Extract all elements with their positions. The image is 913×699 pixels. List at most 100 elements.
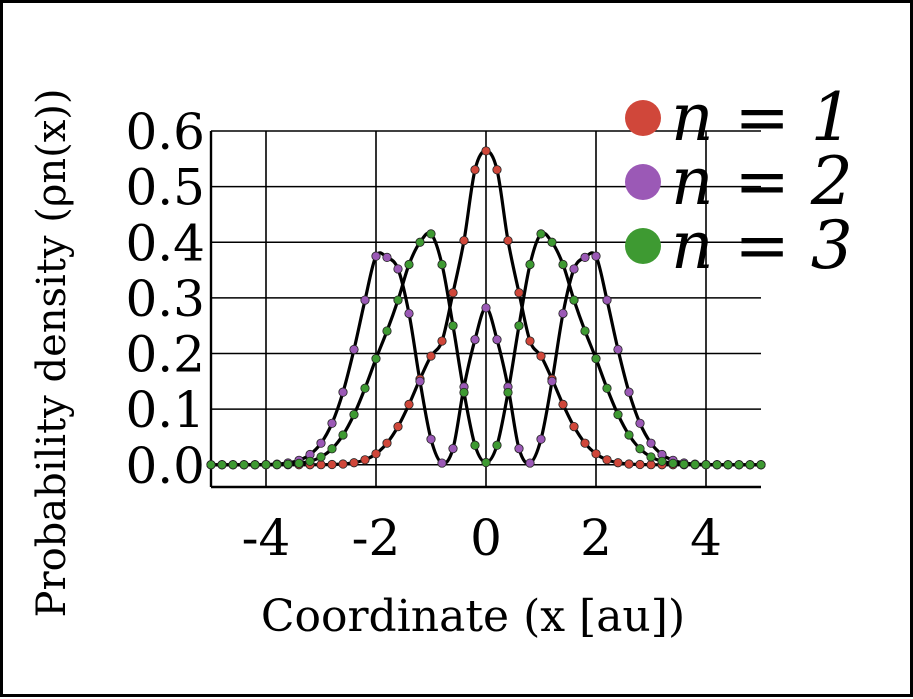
data-point [470,334,480,345]
data-point [635,418,645,428]
y-tick-label: 0.4 [125,214,205,272]
data-point [294,458,304,468]
data-point [239,460,249,470]
legend-label: n = 1 [671,79,853,156]
data-point [261,460,271,470]
data-point [690,459,700,470]
data-point [613,344,623,355]
legend: n = 1n = 2n = 3 [625,79,853,284]
data-point [382,438,392,448]
data-point [338,387,348,397]
data-point [448,288,458,298]
y-tick-label: 0.3 [125,270,205,328]
data-point [624,430,634,440]
data-point [591,449,601,459]
data-point [525,336,535,346]
data-point [547,237,557,247]
data-point [701,460,711,470]
data-point [646,460,656,470]
series-points [206,146,766,470]
data-point [569,295,579,305]
data-point [470,440,480,450]
data-point [624,387,634,397]
data-point [360,455,370,465]
data-point [569,421,579,432]
data-point [382,252,392,262]
data-point [525,458,535,468]
data-point [591,354,601,364]
data-point [459,235,469,246]
data-point [349,458,359,468]
data-point [327,418,337,428]
data-point [635,459,645,470]
data-point [327,459,337,470]
y-tick-label: 0.0 [125,437,205,495]
data-point [536,351,546,361]
legend-marker [625,228,661,264]
data-point [635,444,645,454]
data-point [250,460,260,470]
data-point [393,421,403,432]
data-point [349,344,359,355]
data-point [679,459,689,469]
data-point [305,456,315,466]
data-point [657,456,667,466]
data-point [448,444,458,454]
data-point [338,459,348,469]
tick-labels: -4 -2 0 2 4 0.00.10.20.30.40.50.6 [125,103,721,567]
data-point [602,383,612,393]
data-point [558,399,568,409]
data-point [756,460,766,470]
data-point [492,334,502,345]
data-point [360,295,370,305]
data-point [316,460,326,470]
data-point [624,459,634,469]
data-point [437,259,447,270]
data-point [327,444,337,454]
data-point [415,237,425,247]
data-point [448,321,458,331]
data-point [514,321,524,331]
data-point [371,449,381,459]
data-point [360,383,370,393]
axes [209,131,761,489]
data-point [492,165,502,175]
data-point [514,444,524,454]
x-axis-label: Coordinate (x [au]) [261,591,685,642]
data-point [558,259,568,270]
data-point [338,430,348,440]
data-point [316,452,326,462]
x-tick-label: -2 [352,509,401,567]
data-point [492,440,502,450]
data-point [437,336,447,346]
y-tick-label: 0.1 [125,381,205,439]
data-point [470,165,480,175]
data-point [646,452,656,462]
x-tick-label: -4 [242,509,291,567]
data-point [723,460,733,470]
data-point [272,459,282,470]
legend-label: n = 3 [671,207,853,284]
x-tick-label: 4 [690,509,722,567]
data-point [481,457,491,468]
data-point [591,251,601,261]
data-point [206,460,216,470]
y-axis-label: Probability density (ρn(x)) [29,89,75,618]
legend-marker [625,164,661,200]
y-tick-label: 0.2 [125,326,205,384]
data-point [646,438,656,448]
data-point [712,460,722,470]
data-point [580,438,590,448]
x-tick-label: 0 [470,509,502,567]
data-point [580,326,590,336]
data-point [382,326,392,336]
data-point [569,264,579,274]
data-point [547,376,557,386]
data-point [734,460,744,470]
data-point [393,264,403,274]
data-point [283,459,293,469]
data-point [426,351,436,361]
data-point [481,146,491,156]
data-point [525,259,535,270]
